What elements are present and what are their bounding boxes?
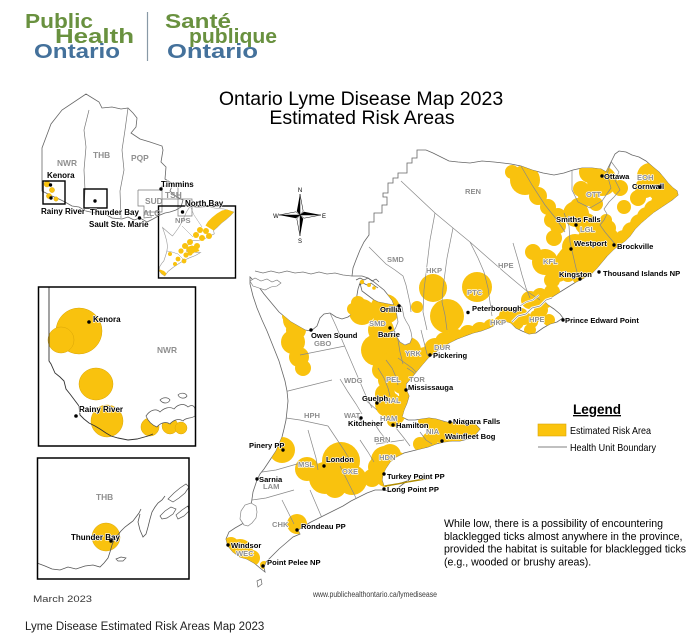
- svg-text:Health Unit Boundary: Health Unit Boundary: [570, 442, 657, 454]
- svg-text:Wainfleet Bog: Wainfleet Bog: [445, 432, 496, 441]
- svg-text:publique: publique: [189, 26, 277, 48]
- svg-text:North Bay: North Bay: [185, 199, 224, 208]
- svg-text:Thunder Bay: Thunder Bay: [90, 208, 139, 217]
- svg-text:Legend: Legend: [573, 402, 621, 417]
- svg-text:SUD: SUD: [145, 196, 163, 206]
- svg-text:THB: THB: [93, 150, 110, 160]
- svg-text:WEC: WEC: [236, 549, 254, 558]
- svg-text:KFL: KFL: [543, 257, 558, 266]
- svg-text:Estimated Risk Area: Estimated Risk Area: [570, 425, 651, 437]
- svg-text:Thousand Islands NP: Thousand Islands NP: [603, 269, 680, 278]
- svg-text:THB: THB: [96, 492, 113, 502]
- svg-text:While low, there is a possibil: While low, there is a possibility of enc…: [444, 518, 663, 530]
- svg-text:WDG: WDG: [344, 376, 363, 385]
- svg-text:PTC: PTC: [467, 288, 483, 297]
- svg-text:Sarnia: Sarnia: [259, 475, 283, 484]
- svg-text:HAL: HAL: [385, 396, 401, 405]
- svg-text:Turkey Point PP: Turkey Point PP: [387, 472, 445, 481]
- svg-text:Owen Sound: Owen Sound: [311, 331, 358, 340]
- svg-text:Point Pelee NP: Point Pelee NP: [267, 558, 321, 567]
- svg-text:Brockville: Brockville: [617, 242, 653, 251]
- svg-text:NWR: NWR: [157, 345, 177, 355]
- svg-text:Ontario: Ontario: [34, 41, 120, 63]
- svg-text:LAM: LAM: [263, 482, 279, 491]
- svg-text:Lyme Disease Estimated Risk Ar: Lyme Disease Estimated Risk Areas Map 20…: [25, 621, 264, 633]
- svg-text:provided the habitat is suitab: provided the habitat is suitable for bla…: [444, 544, 686, 556]
- svg-text:WAT: WAT: [344, 411, 361, 420]
- svg-text:TSH: TSH: [165, 190, 182, 200]
- svg-text:HDN: HDN: [379, 453, 395, 462]
- svg-text:HKP: HKP: [490, 318, 506, 327]
- svg-text:OTT: OTT: [586, 190, 602, 199]
- svg-text:Ottawa: Ottawa: [604, 172, 630, 181]
- svg-text:March 2023: March 2023: [33, 594, 92, 605]
- svg-text:EOH: EOH: [637, 173, 653, 182]
- svg-text:Ontario Lyme Disease Map 2023: Ontario Lyme Disease Map 2023: [219, 88, 503, 110]
- svg-text:Long Point PP: Long Point PP: [387, 485, 439, 494]
- svg-text:Pickering: Pickering: [433, 351, 468, 360]
- svg-text:HKP: HKP: [426, 266, 442, 275]
- svg-text:MSL: MSL: [298, 460, 314, 469]
- svg-text:PQP: PQP: [131, 153, 149, 163]
- svg-text:Sault Ste. Marie: Sault Ste. Marie: [89, 220, 149, 229]
- svg-text:SMD: SMD: [387, 255, 404, 264]
- svg-text:Smiths Falls: Smiths Falls: [556, 215, 601, 224]
- svg-text:DUR: DUR: [434, 343, 451, 352]
- svg-text:Timmins: Timmins: [161, 180, 194, 189]
- svg-text:N: N: [298, 188, 302, 194]
- svg-text:Hamilton: Hamilton: [396, 421, 429, 430]
- svg-text:Kingston: Kingston: [559, 270, 592, 279]
- svg-text:ALG: ALG: [143, 208, 161, 218]
- svg-text:Mississauga: Mississauga: [408, 383, 454, 392]
- svg-text:YRK: YRK: [405, 349, 422, 358]
- svg-text:Kenora: Kenora: [47, 171, 75, 180]
- svg-text:NIA: NIA: [426, 427, 440, 436]
- svg-text:HAM: HAM: [380, 414, 397, 423]
- svg-text:OXE: OXE: [342, 467, 358, 476]
- svg-text:LGL: LGL: [580, 225, 596, 234]
- svg-text:Santé: Santé: [165, 11, 231, 33]
- svg-text:Guelph: Guelph: [362, 394, 389, 403]
- svg-text:REN: REN: [465, 187, 481, 196]
- svg-text:HPE: HPE: [529, 315, 545, 324]
- svg-text:Estimated Risk Areas: Estimated Risk Areas: [269, 107, 455, 129]
- svg-text:Westport: Westport: [574, 239, 607, 248]
- svg-text:TOR: TOR: [409, 375, 425, 384]
- svg-text:HPE: HPE: [498, 261, 514, 270]
- svg-text:S: S: [298, 239, 302, 245]
- svg-text:PEL: PEL: [386, 375, 401, 384]
- svg-text:Orillia: Orillia: [380, 305, 402, 314]
- svg-text:Rainy River: Rainy River: [79, 405, 123, 414]
- svg-text:CHK: CHK: [272, 520, 289, 529]
- svg-text:E: E: [322, 214, 326, 220]
- svg-text:Prince Edward Point: Prince Edward Point: [565, 316, 639, 325]
- svg-text:(e.g., wooded or brushy areas): (e.g., wooded or brushy areas).: [444, 556, 591, 568]
- svg-text:Niagara Falls: Niagara Falls: [453, 417, 500, 426]
- svg-text:Barrie: Barrie: [378, 330, 400, 339]
- svg-text:Kitchener: Kitchener: [348, 419, 383, 428]
- svg-text:Rondeau PP: Rondeau PP: [301, 522, 346, 531]
- svg-text:Rainy River: Rainy River: [41, 207, 85, 216]
- svg-text:Ontario: Ontario: [167, 41, 258, 63]
- svg-text:NPS: NPS: [175, 216, 191, 225]
- svg-text:W: W: [273, 214, 279, 220]
- svg-text:www.publichealthontario.ca/lym: www.publichealthontario.ca/lymedisease: [312, 590, 437, 599]
- svg-text:Cornwall: Cornwall: [632, 182, 664, 191]
- svg-text:BRN: BRN: [374, 435, 390, 444]
- svg-text:Thunder Bay: Thunder Bay: [71, 533, 120, 542]
- svg-text:blacklegged ticks almost anywh: blacklegged ticks almost anywhere in the…: [444, 531, 682, 543]
- svg-text:GBO: GBO: [314, 339, 331, 348]
- svg-text:Windsor: Windsor: [231, 541, 261, 550]
- svg-text:Peterborough: Peterborough: [472, 304, 522, 313]
- svg-text:London: London: [326, 455, 354, 464]
- svg-text:Kenora: Kenora: [93, 315, 121, 324]
- svg-text:Pinery PP: Pinery PP: [249, 441, 284, 450]
- svg-text:HPH: HPH: [304, 411, 320, 420]
- svg-text:SMD: SMD: [369, 319, 386, 328]
- svg-text:NWR: NWR: [57, 158, 77, 168]
- svg-text:Health: Health: [55, 26, 134, 48]
- svg-text:Public: Public: [25, 11, 93, 33]
